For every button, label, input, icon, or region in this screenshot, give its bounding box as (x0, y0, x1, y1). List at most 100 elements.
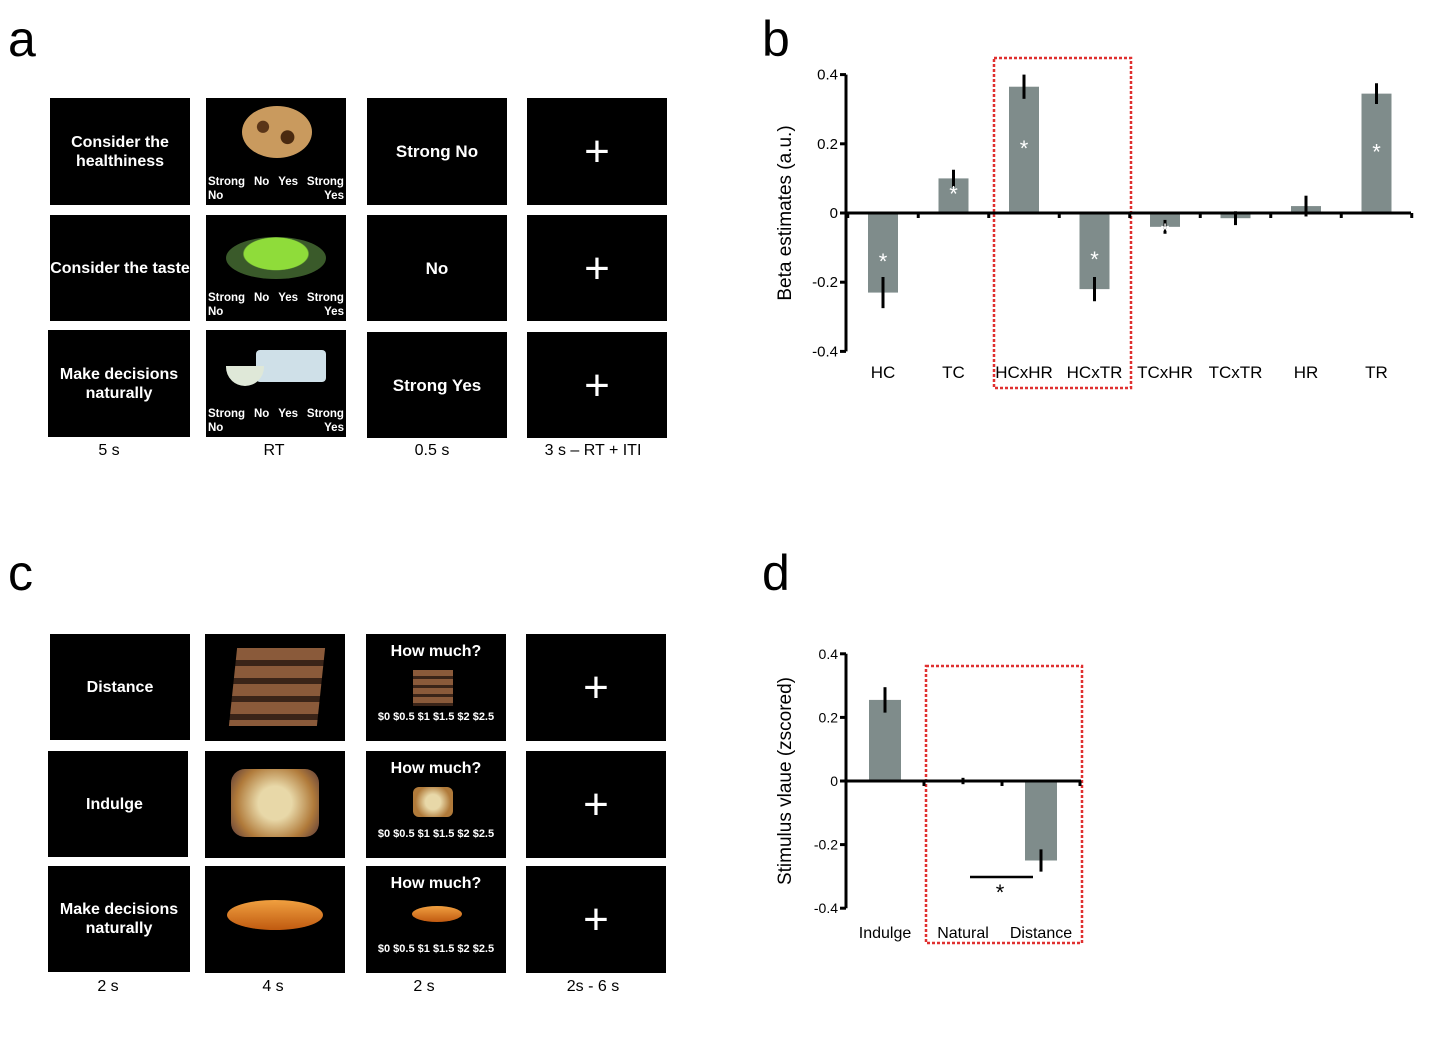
instruction-text: Consider the taste (50, 259, 190, 277)
question-text: How much? (390, 760, 482, 777)
significance-star: * (1090, 247, 1099, 272)
instruction-screen: Consider the healthiness (50, 98, 190, 205)
price-scale: $0 $0.5 $1 $1.5 $2 $2.5 (377, 828, 495, 840)
fixation-screen: + (527, 98, 667, 205)
x-tick-label: Indulge (859, 925, 912, 942)
significance-star: * (879, 249, 888, 274)
instruction-screen: Make decisions naturally (48, 330, 190, 437)
y-tick-label: 0.2 (817, 136, 838, 153)
timing-label: 4 s (262, 978, 284, 995)
bid-screen: How much? $0 $0.5 $1 $1.5 $2 $2.5 (366, 866, 506, 973)
rating-scale: Strong No No Yes Strong Yes (208, 176, 344, 202)
food-image-screen (205, 634, 345, 741)
question-text: How much? (390, 875, 482, 892)
x-tick-label: Distance (1010, 925, 1072, 942)
bar (1025, 781, 1057, 861)
instruction-text: Make decisions naturally (59, 901, 179, 937)
y-tick-label: -0.4 (812, 343, 838, 360)
x-tick-label: HR (1294, 363, 1319, 382)
rating-scale: Strong No No Yes Strong Yes (208, 408, 344, 434)
timing-label: RT (263, 442, 285, 459)
y-axis-label: Beta estimates (a.u.) (775, 125, 796, 300)
timing-label: 2 s (413, 978, 435, 995)
fixation-screen: + (526, 634, 666, 741)
instruction-text: Consider the healthiness (71, 133, 169, 170)
instruction-screen: Indulge (48, 751, 188, 857)
yogurt-image (256, 350, 326, 382)
x-tick-label: HCxHR (995, 363, 1053, 382)
timing-label: 2 s (97, 978, 119, 995)
y-tick-label: -0.2 (812, 274, 838, 291)
x-tick-label: TR (1365, 363, 1388, 382)
bid-screen: How much? $0 $0.5 $1 $1.5 $2 $2.5 (366, 751, 506, 858)
panel-label-c: c (8, 545, 33, 601)
fixation-screen: + (526, 751, 666, 858)
bar (1079, 213, 1110, 290)
comparison-star: * (996, 880, 1005, 905)
highlight-box (992, 56, 1133, 390)
timing-label: 3 s – RT + ITI (544, 442, 642, 459)
y-tick-label: -0.2 (814, 837, 838, 853)
response-text: Strong No (395, 142, 479, 161)
bowl-image (226, 366, 264, 386)
significance-star: * (1020, 136, 1029, 161)
sandwich-thumbnail (413, 787, 453, 817)
food-rating-screen: Strong No No Yes Strong Yes (206, 215, 346, 321)
x-tick-label: TC (942, 363, 965, 382)
sandwich-image (231, 769, 319, 837)
food-image-screen (205, 866, 345, 973)
brussels-sprouts-image (226, 237, 326, 279)
y-tick-label: 0.4 (819, 646, 839, 662)
bar (1009, 86, 1039, 213)
y-axis-label: Stimulus vlaue (zscored) (775, 677, 796, 885)
x-tick-label: HCxTR (1067, 363, 1123, 382)
fixation-screen: + (527, 215, 667, 321)
response-screen: No (367, 215, 507, 321)
price-scale: $0 $0.5 $1 $1.5 $2 $2.5 (377, 943, 495, 955)
cookie-image (242, 106, 312, 158)
y-tick-label: 0 (830, 205, 838, 222)
instruction-screen: Consider the taste (50, 215, 190, 321)
timing-label: 5 s (98, 442, 120, 459)
food-image-screen (205, 751, 345, 858)
bid-screen: How much? $0 $0.5 $1 $1.5 $2 $2.5 (366, 634, 506, 741)
y-tick-label: 0.4 (817, 67, 838, 84)
croissant-thumbnail (412, 906, 462, 922)
rating-scale: Strong No No Yes Strong Yes (208, 292, 344, 318)
price-scale: $0 $0.5 $1 $1.5 $2 $2.5 (377, 711, 495, 723)
x-tick-label: TCxHR (1137, 363, 1193, 382)
food-rating-screen: Strong No No Yes Strong Yes (206, 98, 346, 205)
croissant-image (227, 900, 323, 930)
instruction-screen: Distance (50, 634, 190, 740)
food-rating-screen: Strong No No Yes Strong Yes (206, 330, 346, 437)
response-text: Strong Yes (392, 375, 482, 395)
response-text: No (425, 258, 449, 278)
significance-star: * (949, 182, 958, 207)
instruction-text: Make decisions naturally (59, 365, 179, 402)
instruction-screen: Make decisions naturally (48, 866, 190, 972)
response-screen: Strong No (367, 98, 507, 205)
instruction-text: Distance (86, 678, 154, 696)
significance-star: * (1161, 219, 1170, 244)
y-tick-label: 0.2 (819, 709, 839, 725)
x-tick-label: TCxTR (1209, 363, 1263, 382)
panel-label-d: d (762, 545, 790, 601)
y-tick-label: 0 (830, 773, 838, 789)
panel-label-a: a (8, 11, 36, 67)
instruction-text: Indulge (86, 795, 143, 813)
significance-star: * (1372, 139, 1381, 164)
response-screen: Strong Yes (367, 332, 507, 438)
bar (1361, 93, 1392, 213)
timing-label: 0.5 s (414, 442, 450, 459)
fixation-screen: + (527, 332, 667, 438)
highlight-box (924, 664, 1084, 945)
cake-thumbnail (413, 670, 453, 706)
y-tick-label: -0.4 (814, 900, 838, 916)
fixation-screen: + (526, 866, 666, 973)
bar (869, 699, 901, 781)
timing-label: 2s - 6 s (566, 978, 620, 995)
x-tick-label: HC (871, 363, 896, 382)
x-tick-label: Natural (937, 925, 989, 942)
panel-label-b: b (762, 11, 790, 67)
